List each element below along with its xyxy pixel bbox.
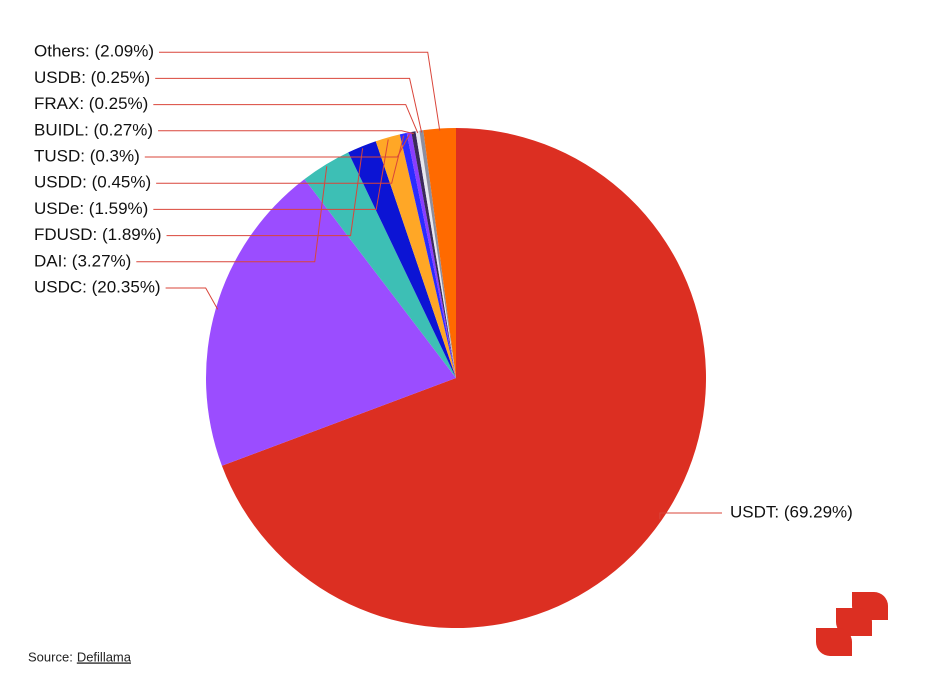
logo	[816, 592, 888, 656]
leader-line	[153, 104, 419, 134]
source-link[interactable]: Defillama	[77, 649, 132, 664]
data-label: USDT: (69.29%)	[730, 502, 853, 521]
leader-line	[136, 166, 328, 263]
data-label: USDC: (20.35%)	[34, 277, 161, 296]
data-label: USDB: (0.25%)	[34, 68, 150, 87]
pie-slice	[415, 130, 456, 378]
pie-slice	[205, 179, 456, 466]
logo-part	[836, 608, 872, 636]
leader-line	[156, 135, 405, 184]
data-label: FDUSD: (1.89%)	[34, 225, 162, 244]
leader-line	[659, 512, 722, 520]
pie-slice	[304, 152, 456, 378]
leader-line	[155, 77, 423, 133]
source-prefix: Source:	[28, 649, 73, 664]
data-label: BUIDL: (0.27%)	[34, 120, 153, 139]
data-label: USDe: (1.59%)	[34, 199, 148, 218]
leader-line	[153, 139, 389, 210]
pie-slice	[411, 131, 456, 378]
pie-slice	[419, 130, 456, 378]
logo-part	[816, 628, 852, 656]
pie-slice	[423, 128, 456, 378]
pie-slice	[399, 132, 456, 378]
pie-slice	[221, 128, 706, 628]
data-label: DAI: (3.27%)	[34, 251, 131, 270]
leader-line	[166, 148, 364, 237]
leader-line	[144, 134, 410, 158]
leader-line	[158, 130, 414, 135]
leader-line	[165, 287, 219, 310]
pie-slice	[406, 132, 456, 378]
data-label: USDD: (0.45%)	[34, 173, 151, 192]
leader-line	[159, 51, 441, 131]
pie-slice	[375, 134, 456, 378]
data-label: FRAX: (0.25%)	[34, 94, 148, 113]
data-label: Others: (2.09%)	[34, 42, 154, 61]
pie-slice	[348, 141, 456, 378]
data-label: TUSD: (0.3%)	[34, 146, 140, 165]
